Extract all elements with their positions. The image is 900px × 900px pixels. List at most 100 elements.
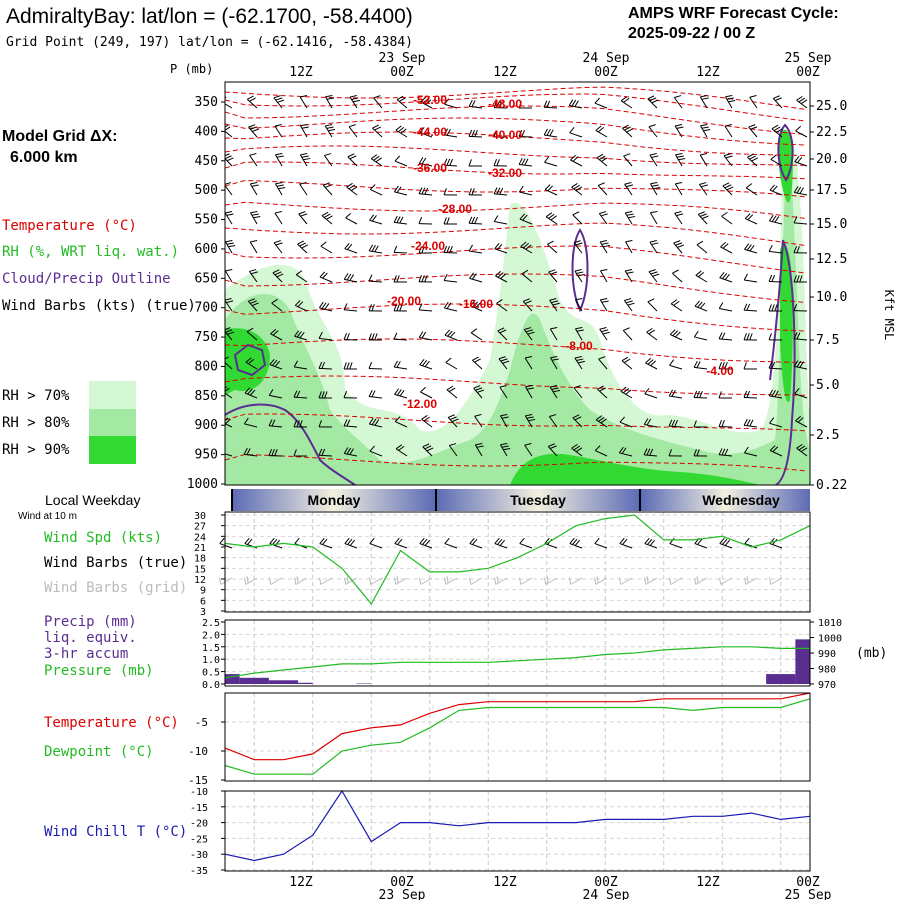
- wind-barb: [668, 389, 683, 399]
- wind-barb: [368, 389, 383, 399]
- wc-ticks: -10 -15 -20 -25 -30 -35: [190, 787, 225, 877]
- surface-barb-grid: [694, 576, 708, 585]
- precip-sub-label: liq. equiv.: [44, 630, 137, 646]
- wind-barb: [443, 128, 458, 138]
- wind-barb: [795, 415, 808, 428]
- surface-barb-true: [744, 537, 758, 549]
- wind-barb: [293, 390, 308, 399]
- temp-contour-line: [225, 93, 806, 122]
- wind-barb: [297, 240, 309, 254]
- wind-barb: [623, 298, 635, 312]
- precip-label: Precip (mm): [44, 614, 137, 630]
- wind-barb: [268, 389, 283, 399]
- wind-barb: [420, 386, 433, 399]
- wind-barb: [343, 273, 358, 283]
- hour-label: 12Z: [696, 65, 720, 80]
- temp-contour-label: -40.00: [488, 128, 522, 142]
- wind-barb: [447, 414, 459, 428]
- wind-barb: [718, 419, 733, 428]
- wind-barb: [418, 157, 433, 167]
- wind-barb: [571, 443, 583, 457]
- wind-barb: [348, 124, 358, 138]
- wind-barb: [768, 361, 783, 370]
- wind-barb: [347, 153, 358, 167]
- wind-barb: [793, 275, 808, 283]
- wind-barb: [698, 182, 708, 196]
- wind-barb: [793, 186, 808, 196]
- wind-barb: [574, 298, 583, 312]
- tick-label: 5.0: [816, 378, 839, 393]
- wind-barb: [468, 244, 483, 254]
- surface-barb-grid: [469, 577, 483, 585]
- wind-barb: [225, 153, 234, 167]
- wind-barb: [495, 270, 508, 283]
- tick-label: -20: [190, 819, 208, 830]
- precip-ticks: 2.52.0 1.51.0 0.50.0 1010 1000 990 980 970: [202, 618, 842, 691]
- wind-barb: [599, 240, 611, 254]
- surface-barb-grid: [719, 577, 733, 585]
- wind-barb: [670, 299, 683, 312]
- tick-label: -35: [190, 866, 208, 877]
- wind-barb: [793, 332, 808, 341]
- wind-barb: [319, 271, 333, 283]
- wind-barb: [768, 389, 783, 399]
- wind-barb: [693, 330, 708, 341]
- surface-barb-true: [569, 537, 583, 549]
- tick-label: 15: [194, 564, 206, 575]
- page-title: AdmiraltyBay: lat/lon = (-62.1700, -58.4…: [6, 5, 413, 28]
- wind-barb: [793, 216, 808, 225]
- temp-contour-line: [225, 201, 806, 219]
- temp-contour-label: -4.00: [706, 364, 734, 378]
- surface-barb-grid: [619, 577, 633, 585]
- surface-barb-grid: [419, 577, 433, 585]
- pressure-line: [224, 646, 810, 679]
- wind-barb: [446, 385, 458, 399]
- wind-barb: [747, 153, 759, 167]
- wind-barb: [225, 240, 236, 254]
- legend-rh80: RH > 80%: [2, 415, 70, 431]
- tick-label: 0.5: [202, 668, 220, 679]
- wind-barb: [522, 298, 533, 312]
- wind-barb: [524, 356, 533, 370]
- hour-label: 00Z: [796, 65, 820, 80]
- temperature-contour-labels: -52.00 -48.00 -44.00 -40.00 -36.00 -32.0…: [387, 93, 734, 411]
- wind-barb: [674, 124, 684, 138]
- precip-bar: [298, 682, 313, 684]
- wind-barb: [496, 298, 508, 312]
- wind-barb: [718, 302, 733, 312]
- tick-label: -25: [190, 834, 208, 845]
- wind-barb: [795, 125, 808, 138]
- wind-barb: [723, 153, 733, 167]
- surface-barb-true: [519, 537, 533, 549]
- tick-label: 750: [195, 330, 218, 345]
- wind-barb: [245, 357, 258, 370]
- wind-barb: [646, 327, 658, 341]
- wind-barb: [499, 414, 509, 428]
- temp-contour-label: -52.00: [413, 93, 447, 107]
- wind-barb: [769, 417, 783, 428]
- tick-label: 600: [195, 242, 218, 257]
- tick-label: 1.0: [202, 655, 220, 666]
- wind-barb: [771, 124, 783, 138]
- wind-barb: [768, 214, 783, 225]
- wind-barb: [393, 275, 408, 283]
- tick-label: -10: [188, 745, 208, 758]
- wind-barb: [643, 448, 658, 457]
- wind-barb: [318, 331, 333, 341]
- wind-barb: [394, 416, 408, 428]
- wind-barb: [318, 301, 333, 312]
- surface-barb-true: [419, 537, 433, 549]
- top-time-axis: 12Z 00Z 12Z 00Z 12Z 00Z 23 Sep 24 Sep 25…: [289, 51, 831, 80]
- tick-label: 2.5: [816, 428, 839, 443]
- wind-speed-label: Wind Spd (kts): [44, 530, 162, 546]
- wind-barb: [300, 124, 309, 138]
- date-label: 23 Sep: [379, 888, 426, 900]
- wind-barb: [343, 303, 358, 312]
- wind-barb: [395, 444, 408, 457]
- surface-barb-grid: [519, 577, 533, 585]
- tick-label: 24: [194, 532, 206, 543]
- wind-barb: [448, 443, 458, 457]
- wind-barb: [349, 95, 361, 109]
